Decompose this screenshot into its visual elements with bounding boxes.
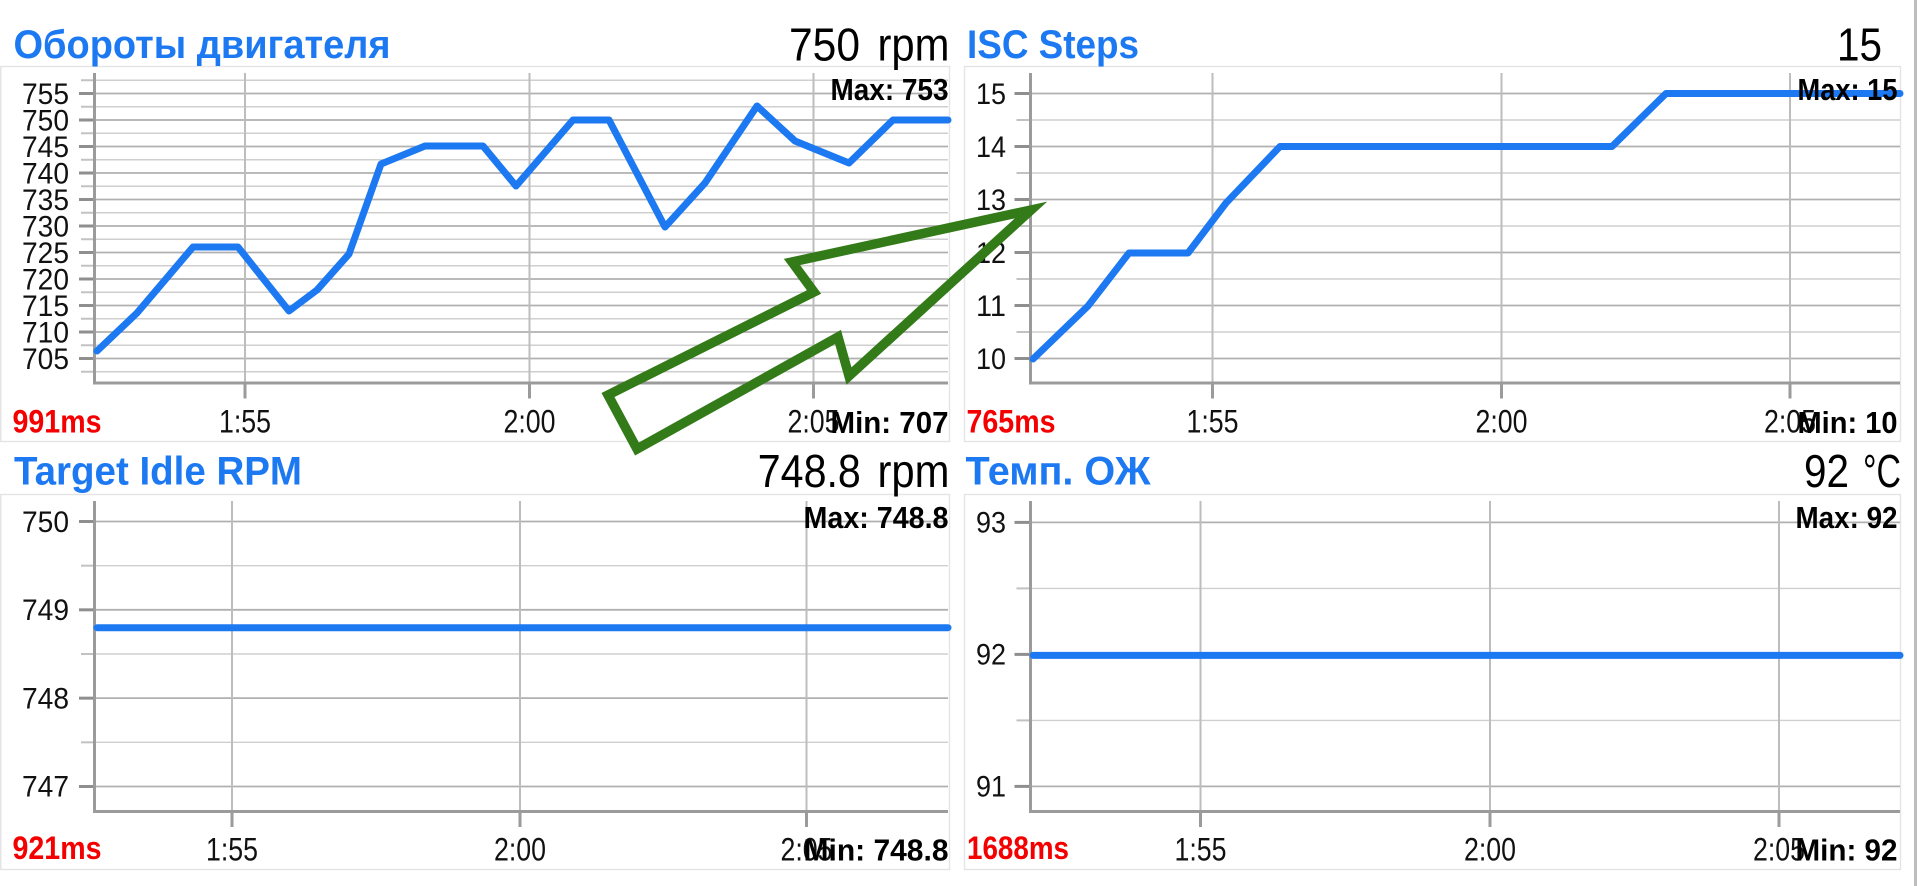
svg-text:2:05: 2:05: [788, 404, 840, 440]
svg-text:1:55: 1:55: [206, 832, 258, 868]
svg-text:747: 747: [22, 771, 69, 804]
svg-text:2:05: 2:05: [1753, 832, 1805, 868]
svg-text:Target Idle RPM: Target Idle RPM: [14, 450, 302, 494]
svg-text:1:55: 1:55: [1187, 404, 1239, 440]
svg-text:735: 735: [22, 184, 69, 217]
svg-text:Max: 92: Max: 92: [1796, 501, 1898, 535]
svg-text:1:55: 1:55: [219, 404, 271, 440]
svg-text:10: 10: [976, 343, 1006, 376]
svg-text:93: 93: [976, 507, 1006, 540]
svg-text:725: 725: [22, 237, 69, 270]
svg-text:1:55: 1:55: [1175, 832, 1227, 868]
svg-text:750: 750: [22, 104, 69, 137]
svg-text:740: 740: [22, 157, 69, 190]
svg-text:2:00: 2:00: [494, 832, 546, 868]
svg-text:748.8: 748.8: [758, 445, 861, 497]
svg-text:991ms: 991ms: [13, 404, 102, 440]
svg-text:921ms: 921ms: [13, 830, 102, 866]
svg-text:Max: 753: Max: 753: [831, 73, 949, 107]
svg-text:92: 92: [976, 639, 1006, 672]
svg-text:91: 91: [976, 771, 1006, 804]
svg-text:2:00: 2:00: [1476, 404, 1528, 440]
svg-text:Обороты двигателя: Обороты двигателя: [14, 23, 391, 67]
svg-text:749: 749: [22, 594, 69, 627]
svg-text:15: 15: [1837, 19, 1882, 71]
svg-text:765ms: 765ms: [967, 404, 1056, 440]
svg-text:°C: °C: [1863, 445, 1901, 497]
svg-text:15: 15: [976, 78, 1006, 111]
svg-text:748: 748: [22, 682, 69, 715]
svg-text:rpm: rpm: [878, 19, 950, 71]
svg-text:730: 730: [22, 210, 69, 243]
svg-text:750: 750: [789, 19, 860, 71]
svg-text:Темп. ОЖ: Темп. ОЖ: [966, 450, 1152, 494]
svg-text:rpm: rpm: [878, 445, 950, 497]
svg-text:720: 720: [22, 263, 69, 296]
svg-text:ISC Steps: ISC Steps: [967, 23, 1139, 67]
svg-text:Min: 92: Min: 92: [1796, 834, 1898, 868]
svg-text:Min: 10: Min: 10: [1798, 406, 1898, 440]
svg-text:1688ms: 1688ms: [967, 830, 1069, 866]
svg-text:2:05: 2:05: [1764, 404, 1816, 440]
svg-text:745: 745: [22, 131, 69, 164]
svg-text:14: 14: [976, 131, 1006, 164]
svg-text:710: 710: [22, 316, 69, 349]
svg-text:705: 705: [22, 343, 69, 376]
svg-text:2:05: 2:05: [781, 832, 833, 868]
svg-text:Min: 748.8: Min: 748.8: [804, 834, 949, 868]
svg-text:750: 750: [22, 506, 69, 539]
svg-text:92: 92: [1804, 445, 1849, 497]
svg-text:2:00: 2:00: [504, 404, 556, 440]
svg-text:2:00: 2:00: [1464, 832, 1516, 868]
svg-text:715: 715: [22, 290, 69, 323]
svg-text:Min: 707: Min: 707: [831, 406, 949, 440]
svg-text:13: 13: [976, 184, 1006, 217]
svg-text:11: 11: [976, 290, 1006, 323]
svg-text:755: 755: [22, 78, 69, 111]
svg-text:Max: 748.8: Max: 748.8: [804, 501, 949, 535]
svg-text:Max: 15: Max: 15: [1798, 73, 1898, 107]
